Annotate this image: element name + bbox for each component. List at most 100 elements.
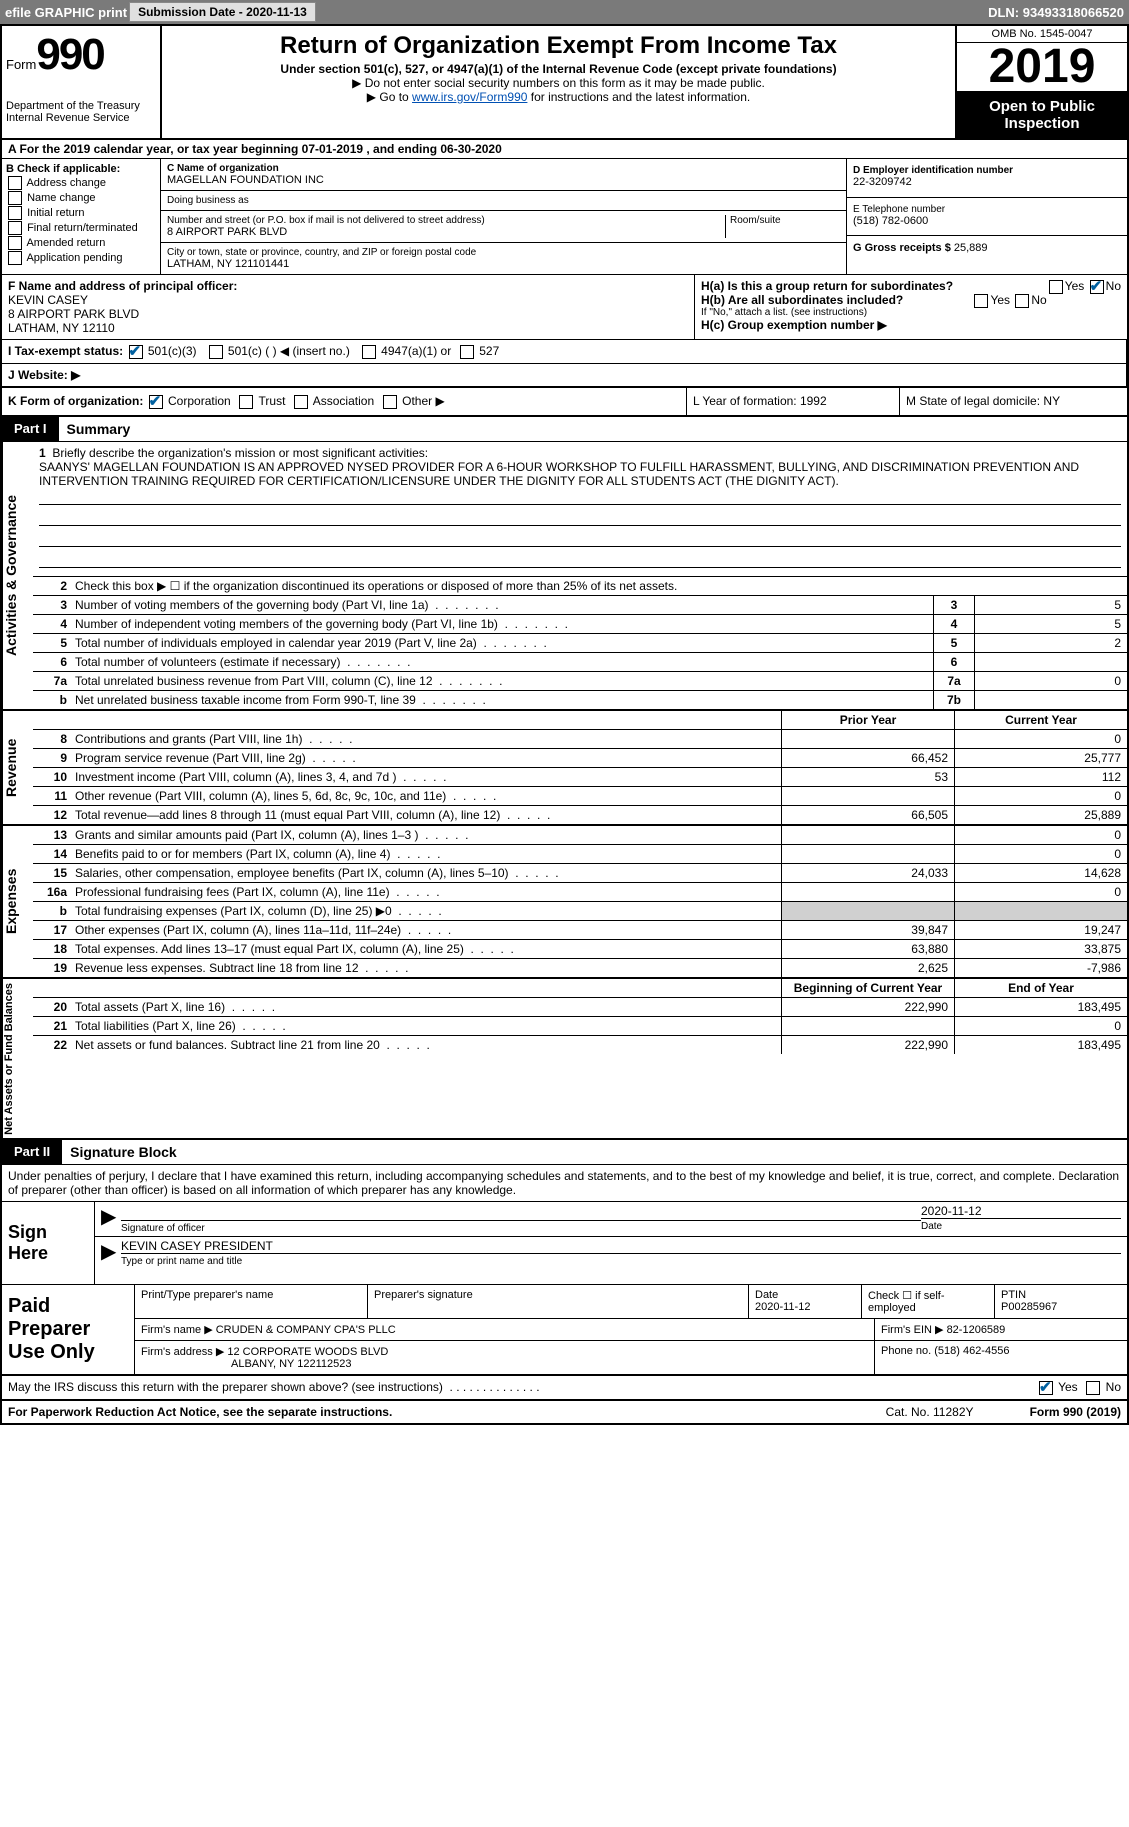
summary-line: 12Total revenue—add lines 8 through 11 (… — [33, 805, 1127, 824]
city-state-zip: LATHAM, NY 121101441 — [167, 258, 840, 270]
firm-phone: (518) 462-4556 — [934, 1345, 1009, 1357]
firm-name: CRUDEN & COMPANY CPA'S PLLC — [216, 1324, 396, 1336]
street-address: 8 AIRPORT PARK BLVD — [167, 226, 721, 238]
summary-line: bNet unrelated business taxable income f… — [33, 690, 1127, 709]
form-title-block: Return of Organization Exempt From Incom… — [162, 26, 955, 138]
discuss-yes-check[interactable] — [1039, 1381, 1053, 1395]
net-assets-section: Net Assets or Fund Balances Beginning of… — [2, 979, 1127, 1141]
501c-check[interactable] — [209, 345, 223, 359]
paid-preparer-label: Paid Preparer Use Only — [2, 1285, 135, 1374]
summary-line: bTotal fundraising expenses (Part IX, co… — [33, 901, 1127, 920]
section-h: H(a) Is this a group return for subordin… — [695, 275, 1127, 339]
activities-governance-section: Activities & Governance 1 Briefly descri… — [2, 442, 1127, 711]
ha-yes-check[interactable] — [1049, 280, 1063, 294]
sign-here-label: Sign Here — [2, 1202, 95, 1284]
signature-arrow-icon: ▶ — [101, 1204, 121, 1234]
summary-line: 20Total assets (Part X, line 16) . . . .… — [33, 997, 1127, 1016]
ptin-value: P00285967 — [1001, 1301, 1057, 1313]
check-final-return[interactable]: Final return/terminated — [6, 221, 156, 235]
assoc-check[interactable] — [294, 395, 308, 409]
form-of-org: K Form of organization: Corporation Trus… — [2, 388, 687, 415]
name-arrow-icon: ▶ — [101, 1239, 121, 1267]
ein-value: 22-3209742 — [853, 176, 1121, 188]
summary-line: 16aProfessional fundraising fees (Part I… — [33, 882, 1127, 901]
summary-line: 9Program service revenue (Part VIII, lin… — [33, 748, 1127, 767]
gross-receipts: 25,889 — [954, 242, 988, 254]
org-name: MAGELLAN FOUNDATION INC — [167, 174, 840, 186]
expenses-section: Expenses 13Grants and similar amounts pa… — [2, 826, 1127, 979]
form-footer: Form 990 (2019) — [1030, 1405, 1121, 1419]
section-c: C Name of organization MAGELLAN FOUNDATI… — [161, 159, 846, 274]
trust-check[interactable] — [239, 395, 253, 409]
efile-label: efile GRAPHIC print — [5, 5, 127, 20]
discuss-no-check[interactable] — [1086, 1381, 1100, 1395]
state-domicile: M State of legal domicile: NY — [900, 388, 1127, 415]
ssn-warning: ▶ Do not enter social security numbers o… — [166, 76, 951, 90]
submission-date-button[interactable]: Submission Date - 2020-11-13 — [129, 2, 316, 22]
summary-line: 18Total expenses. Add lines 13–17 (must … — [33, 939, 1127, 958]
summary-line: 5Total number of individuals employed in… — [33, 633, 1127, 652]
summary-line: 3Number of voting members of the governi… — [33, 595, 1127, 614]
check-amended-return[interactable]: Amended return — [6, 236, 156, 250]
part-1-header: Part I Summary — [2, 417, 1127, 442]
other-check[interactable] — [383, 395, 397, 409]
preparer-date: 2020-11-12 — [755, 1301, 810, 1313]
instructions-link[interactable]: www.irs.gov/Form990 — [412, 90, 527, 104]
summary-line: 17Other expenses (Part IX, column (A), l… — [33, 920, 1127, 939]
hb-no-check[interactable] — [1015, 294, 1029, 308]
mission-text: SAANYS' MAGELLAN FOUNDATION IS AN APPROV… — [39, 460, 1121, 488]
officer-addr2: LATHAM, NY 12110 — [8, 321, 688, 335]
ha-no-check[interactable] — [1090, 280, 1104, 294]
year-formation: L Year of formation: 1992 — [687, 388, 900, 415]
officer-name: KEVIN CASEY — [8, 293, 688, 307]
firm-addr2: ALBANY, NY 122112523 — [231, 1358, 351, 1370]
officer-addr1: 8 AIRPORT PARK BLVD — [8, 307, 688, 321]
corp-check[interactable] — [149, 395, 163, 409]
cat-number: Cat. No. 11282Y — [830, 1405, 1030, 1419]
check-application-pending[interactable]: Application pending — [6, 251, 156, 265]
perjury-statement: Under penalties of perjury, I declare th… — [2, 1165, 1127, 1202]
part-2-header: Part II Signature Block — [2, 1140, 1127, 1165]
check-name-change[interactable]: Name change — [6, 191, 156, 205]
check-address-change[interactable]: Address change — [6, 176, 156, 190]
instructions-link-line: ▶ Go to www.irs.gov/Form990 for instruct… — [166, 90, 951, 104]
section-f: F Name and address of principal officer:… — [2, 275, 695, 339]
officer-signature-name: KEVIN CASEY PRESIDENT — [121, 1239, 1121, 1253]
signature-date: 2020-11-12 — [921, 1204, 1121, 1218]
form-id-block: Form990 Department of the Treasury Inter… — [2, 26, 162, 138]
4947-check[interactable] — [362, 345, 376, 359]
summary-line: 7aTotal unrelated business revenue from … — [33, 671, 1127, 690]
summary-line: 10Investment income (Part VIII, column (… — [33, 767, 1127, 786]
section-b: B Check if applicable: Address change Na… — [2, 159, 161, 274]
501c3-check[interactable] — [129, 345, 143, 359]
summary-line: 8Contributions and grants (Part VIII, li… — [33, 729, 1127, 748]
discuss-with-preparer: May the IRS discuss this return with the… — [8, 1380, 1037, 1395]
form-990: Form990 Department of the Treasury Inter… — [0, 24, 1129, 1425]
year-block: OMB No. 1545-0047 2019 Open to Public In… — [955, 26, 1127, 138]
self-employed-check[interactable]: Check ☐ if self-employed — [862, 1285, 995, 1318]
hb-yes-check[interactable] — [974, 294, 988, 308]
firm-ein: 82-1206589 — [947, 1324, 1006, 1336]
summary-line: 6Total number of volunteers (estimate if… — [33, 652, 1127, 671]
dln: DLN: 93493318066520 — [988, 5, 1124, 20]
tax-year-line: A For the 2019 calendar year, or tax yea… — [2, 140, 1127, 159]
form-title: Return of Organization Exempt From Incom… — [166, 32, 951, 60]
efile-topbar: efile GRAPHIC print Submission Date - 20… — [0, 0, 1129, 24]
summary-line: 11Other revenue (Part VIII, column (A), … — [33, 786, 1127, 805]
summary-line: 19Revenue less expenses. Subtract line 1… — [33, 958, 1127, 977]
summary-line: 13Grants and similar amounts paid (Part … — [33, 826, 1127, 844]
section-d-e-g: D Employer identification number 22-3209… — [846, 159, 1127, 274]
summary-line: 14Benefits paid to or for members (Part … — [33, 844, 1127, 863]
revenue-section: Revenue Prior Year Current Year 8Contrib… — [2, 711, 1127, 826]
phone-value: (518) 782-0600 — [853, 215, 1121, 227]
treasury-label: Department of the Treasury Internal Reve… — [6, 100, 156, 124]
summary-line: 21Total liabilities (Part X, line 26) . … — [33, 1016, 1127, 1035]
form-subtitle: Under section 501(c), 527, or 4947(a)(1)… — [166, 62, 951, 76]
check-initial-return[interactable]: Initial return — [6, 206, 156, 220]
open-to-public: Open to Public Inspection — [957, 92, 1127, 138]
summary-line: 4Number of independent voting members of… — [33, 614, 1127, 633]
firm-addr1: 12 CORPORATE WOODS BLVD — [227, 1346, 388, 1358]
summary-line: 22Net assets or fund balances. Subtract … — [33, 1035, 1127, 1054]
website-line: J Website: ▶ — [2, 364, 1127, 386]
527-check[interactable] — [460, 345, 474, 359]
